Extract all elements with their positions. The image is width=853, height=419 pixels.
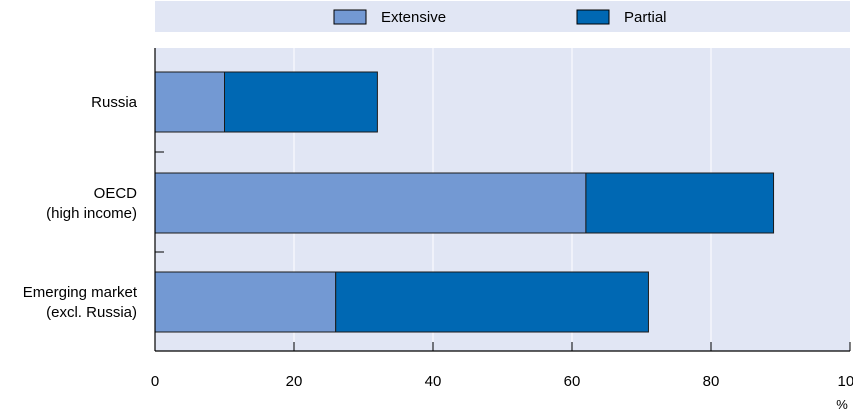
bar-oecd-partial: [585, 172, 775, 234]
category-label-russia: Russia: [91, 94, 138, 111]
legend-label-partial: Partial: [624, 9, 667, 26]
bar-emerging-market-extensive: [154, 271, 337, 333]
x-tick-label-80: 80: [703, 373, 720, 390]
x-tick-label-40: 40: [425, 373, 442, 390]
bar-oecd-extensive: [154, 172, 587, 234]
category-label-emerging-market-line-1: Emerging market: [23, 284, 138, 301]
x-tick-label-20: 20: [286, 373, 303, 390]
x-tick-label-60: 60: [564, 373, 581, 390]
legend-swatch-extensive: [333, 9, 367, 25]
bar-russia-partial: [224, 71, 378, 133]
legend: Extensive Partial: [155, 1, 850, 32]
bar-russia-extensive: [154, 71, 225, 133]
legend-swatch-partial: [576, 9, 610, 25]
category-label-oecd-line-2: (high income): [46, 205, 137, 222]
x-axis-unit-label: %: [836, 397, 848, 412]
category-label-emerging-market-line-2: (excl. Russia): [46, 304, 137, 321]
bar-emerging-market-partial: [335, 271, 649, 333]
x-tick-label-0: 0: [151, 373, 159, 390]
x-tick-label-100: 100: [837, 373, 853, 390]
plot-area: Russia OECD (high income) Emerging market (e…: [23, 48, 853, 412]
category-label-oecd-line-1: OECD: [94, 185, 138, 202]
legend-label-extensive: Extensive: [381, 9, 446, 26]
legend-background: [155, 1, 850, 32]
